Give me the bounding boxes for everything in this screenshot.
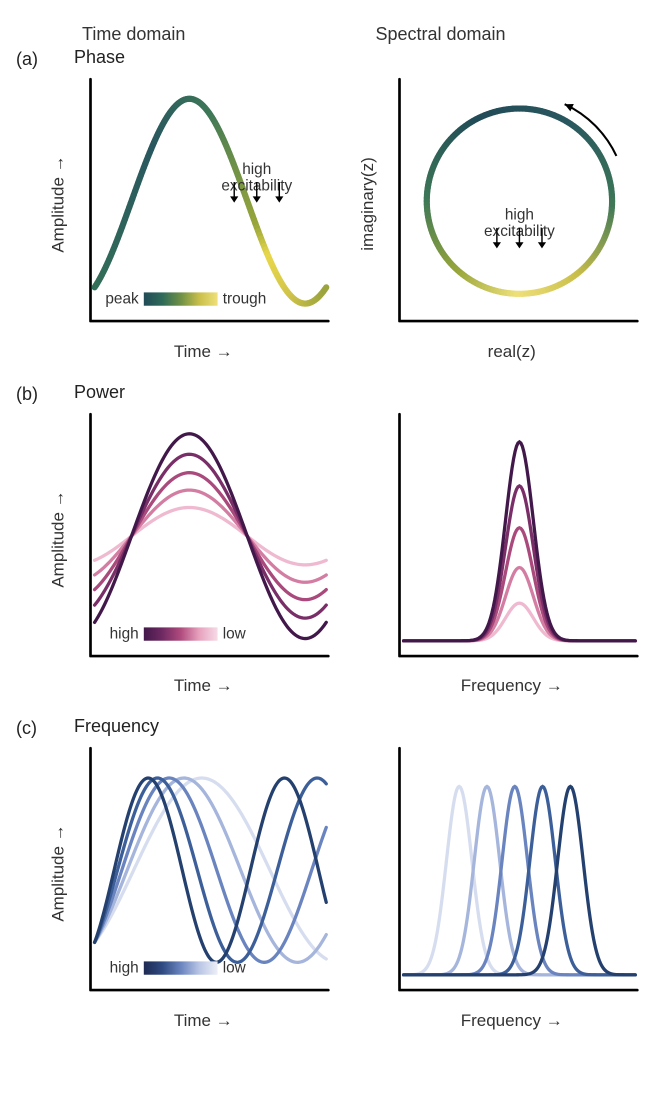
panel-a-right: imaginary(z) highexcitability real(z) xyxy=(357,47,646,362)
row-a: (a) Phase Amplitude → highexcitabilitype… xyxy=(16,47,645,362)
svg-text:peak: peak xyxy=(105,291,139,308)
a-left-ylabel: Amplitude → xyxy=(49,156,69,253)
row-b-label: (b) xyxy=(16,382,48,405)
panel-c-left: Frequency Amplitude → high low Time → xyxy=(48,716,337,1031)
svg-text:high: high xyxy=(110,960,139,977)
svg-text:low: low xyxy=(223,960,247,977)
svg-text:low: low xyxy=(223,625,247,642)
svg-text:trough: trough xyxy=(223,291,267,308)
row-c-label: (c) xyxy=(16,716,48,739)
figure: Time domain Spectral domain (a) Phase Am… xyxy=(16,24,645,1031)
panel-c-right: Frequency → xyxy=(357,716,646,1031)
plot-a-left: highexcitabilitypeaktrough xyxy=(70,71,337,338)
row-c: (c) Frequency Amplitude → high low Time →… xyxy=(16,716,645,1031)
row-c-subtitle: Frequency xyxy=(48,716,337,738)
a-left-xlabel: Time → xyxy=(48,342,337,362)
column-headers: Time domain Spectral domain xyxy=(16,24,645,45)
col-header-right: Spectral domain xyxy=(352,24,646,45)
row-b-subtitle: Power xyxy=(48,382,337,404)
plot-c-right xyxy=(379,740,646,1007)
a-right-ylabel: imaginary(z) xyxy=(358,157,378,251)
c-left-ylabel: Amplitude → xyxy=(49,825,69,922)
plot-b-left: high low xyxy=(70,406,337,673)
plot-b-right xyxy=(379,406,646,673)
row-a-subtitle: Phase xyxy=(48,47,337,69)
row-b: (b) Power Amplitude → high low Time → Fre… xyxy=(16,382,645,697)
b-right-xlabel: Frequency → xyxy=(357,676,646,696)
row-a-label: (a) xyxy=(16,47,48,70)
plot-a-right: highexcitability xyxy=(379,71,646,338)
a-right-xlabel: real(z) xyxy=(357,342,646,362)
svg-text:high: high xyxy=(110,625,139,642)
b-left-xlabel: Time → xyxy=(48,676,337,696)
plot-c-left: high low xyxy=(70,740,337,1007)
panel-a-left: Phase Amplitude → highexcitabilitypeaktr… xyxy=(48,47,337,362)
b-left-ylabel: Amplitude → xyxy=(49,490,69,587)
panel-b-left: Power Amplitude → high low Time → xyxy=(48,382,337,697)
panel-b-right: Frequency → xyxy=(357,382,646,697)
col-header-left: Time domain xyxy=(58,24,352,45)
c-right-xlabel: Frequency → xyxy=(357,1011,646,1031)
c-left-xlabel: Time → xyxy=(48,1011,337,1031)
